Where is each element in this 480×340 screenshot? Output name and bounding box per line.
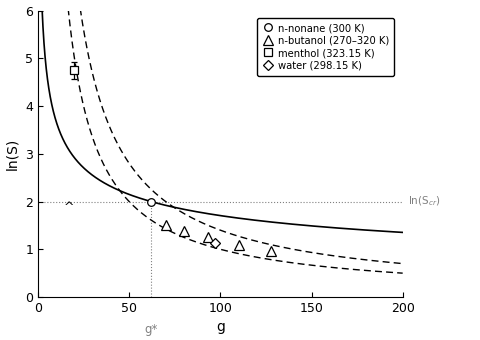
Text: ln(S$_{cr}$): ln(S$_{cr}$) <box>408 195 441 208</box>
Y-axis label: ln(S): ln(S) <box>6 138 20 170</box>
Legend: n-nonane (300 K), n-butanol (270–320 K), menthol (323.15 K), water (298.15 K): n-nonane (300 K), n-butanol (270–320 K),… <box>257 18 394 76</box>
Text: g*: g* <box>144 323 158 336</box>
Text: ^: ^ <box>64 201 74 214</box>
X-axis label: g: g <box>216 320 225 335</box>
